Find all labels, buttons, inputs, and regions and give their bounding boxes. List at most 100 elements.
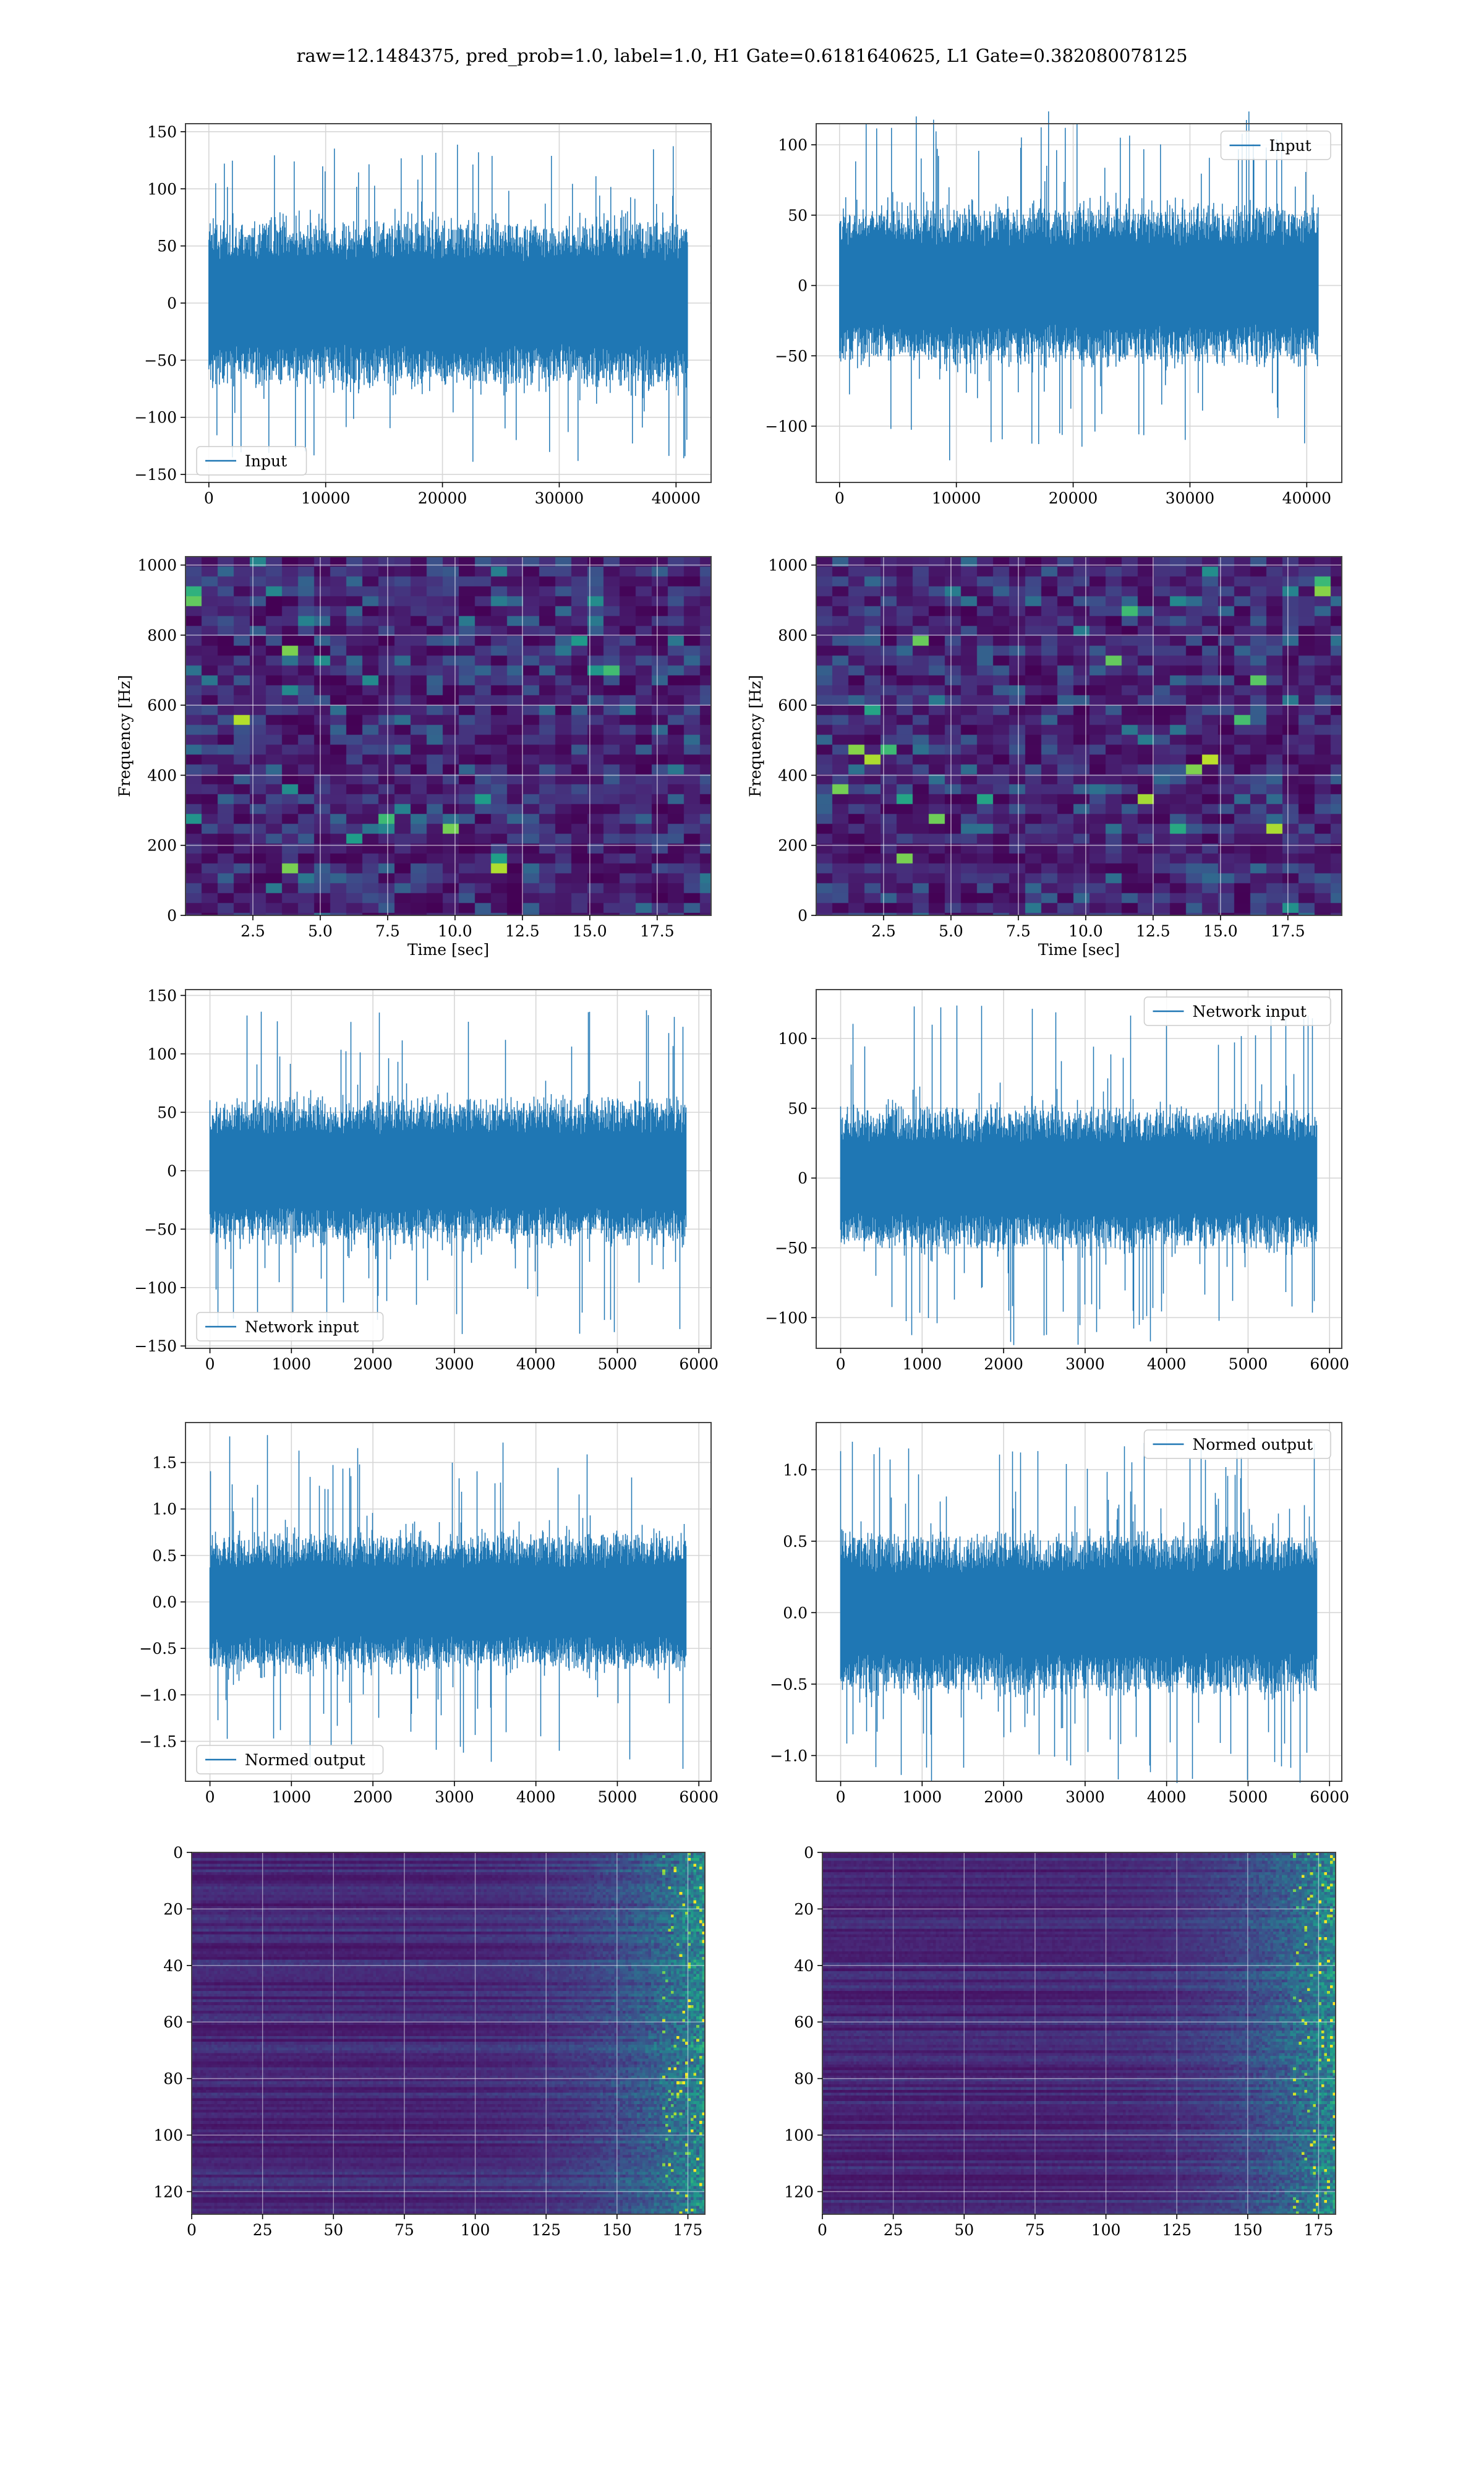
y-tick-label: 1.0 <box>152 1500 177 1518</box>
y-tick-label: 600 <box>778 696 808 714</box>
chart-feat-l: 0 25 50 75 100 125 150 175 0 20 40 60 80 100 120 <box>784 1844 1336 2239</box>
y-tick-label: 100 <box>147 180 177 198</box>
x-tick-label: 50 <box>323 2221 343 2239</box>
y-tick-label: 0.5 <box>152 1547 177 1565</box>
y-tick-label: 0 <box>173 1844 183 1862</box>
y-tick-label: −0.5 <box>139 1640 177 1658</box>
x-tick-label: 3000 <box>1065 1355 1105 1373</box>
plot-frame <box>816 123 1342 483</box>
y-tick-label: −100 <box>134 409 177 427</box>
x-tick-label: 6000 <box>679 1788 719 1806</box>
x-tick-label: 100 <box>1091 2221 1121 2239</box>
x-tick-label: 1000 <box>903 1788 942 1806</box>
chart-net-l: 0 1000 2000 3000 4000 5000 6000 100 50 0 −50 −100 Ne… <box>765 989 1349 1373</box>
legend-label: Network input <box>245 1318 359 1336</box>
y-tick-label: 40 <box>794 1957 814 1975</box>
legend: Normed output <box>196 1745 384 1774</box>
y-tick-label: 0.0 <box>783 1604 808 1622</box>
x-tick-label: 0 <box>205 1355 215 1373</box>
x-tick-label: 75 <box>1025 2221 1045 2239</box>
x-tick-label: 5000 <box>1229 1355 1268 1373</box>
x-tick-label: 15.0 <box>573 922 607 940</box>
x-tick-label: 6000 <box>1310 1355 1349 1373</box>
y-tick-label: 0 <box>798 907 808 925</box>
legend-box <box>196 1312 384 1342</box>
y-tick-label: 150 <box>147 123 177 141</box>
legend: Input <box>1220 131 1331 160</box>
y-tick-label: 1000 <box>137 557 177 575</box>
x-tick-label: 0 <box>204 489 214 507</box>
x-tick-label: 10.0 <box>438 922 472 940</box>
legend: Input <box>196 446 307 476</box>
x-tick-label: 75 <box>394 2221 414 2239</box>
x-tick-label: 10000 <box>301 489 351 507</box>
legend-box <box>1143 1429 1331 1459</box>
y-tick-label: 100 <box>784 2126 814 2144</box>
y-tick-label: 120 <box>784 2183 814 2201</box>
plot-frame <box>816 1422 1342 1782</box>
x-tick-label: 175 <box>673 2221 703 2239</box>
y-tick-label: 1000 <box>768 557 808 575</box>
x-tick-label: 4000 <box>1147 1788 1187 1806</box>
y-tick-label: −50 <box>775 347 808 365</box>
x-tick-label: 3000 <box>435 1355 474 1373</box>
legend-box <box>1143 996 1331 1026</box>
y-tick-label: 800 <box>778 627 808 644</box>
y-tick-label: 600 <box>147 696 177 714</box>
y-tick-label: 100 <box>153 2126 183 2144</box>
x-tick-label: 20000 <box>1049 489 1098 507</box>
y-tick-label: 20 <box>163 1900 183 1918</box>
x-tick-label: 4000 <box>1147 1355 1187 1373</box>
y-tick-label: −100 <box>765 417 808 435</box>
y-tick-label: 1.5 <box>152 1454 177 1472</box>
y-tick-label: −150 <box>134 1337 177 1355</box>
x-tick-label: 5.0 <box>308 922 333 940</box>
legend-label: Normed output <box>245 1751 365 1769</box>
y-tick-label: 60 <box>163 2013 183 2031</box>
y-tick-label: 400 <box>147 766 177 784</box>
x-tick-label: 2000 <box>984 1355 1023 1373</box>
plot-frame <box>185 556 712 916</box>
y-tick-label: 200 <box>147 837 177 855</box>
legend: Network input <box>196 1312 384 1342</box>
legend-label: Network input <box>1193 1003 1307 1021</box>
y-tick-label: 0 <box>798 277 808 295</box>
y-tick-label: 200 <box>778 837 808 855</box>
y-tick-label: 100 <box>147 1045 177 1063</box>
x-tick-label: 4000 <box>516 1788 556 1806</box>
plot-frame <box>816 989 1342 1349</box>
y-tick-label: 0 <box>804 1844 814 1862</box>
figure-title: raw=12.1484375, pred_prob=1.0, label=1.0… <box>296 45 1187 67</box>
x-tick-label: 100 <box>461 2221 490 2239</box>
x-tick-label: 6000 <box>679 1355 719 1373</box>
x-tick-label: 6000 <box>1310 1788 1349 1806</box>
x-tick-label: 2.5 <box>871 922 896 940</box>
x-tick-label: 12.5 <box>1136 922 1171 940</box>
feature-map-image <box>822 1852 1336 2214</box>
x-tick-label: 0 <box>836 1788 846 1806</box>
x-tick-label: 40000 <box>652 489 701 507</box>
y-tick-label: 0 <box>167 294 177 312</box>
x-tick-label: 7.5 <box>375 922 400 940</box>
series-line <box>839 111 1319 461</box>
y-tick-label: 20 <box>794 1900 814 1918</box>
series-line <box>209 1435 687 1769</box>
x-tick-label: 2000 <box>984 1788 1023 1806</box>
x-tick-label: 25 <box>884 2221 903 2239</box>
legend-label: Normed output <box>1193 1436 1313 1453</box>
legend-box <box>196 1745 384 1774</box>
x-axis-label: Time [sec] <box>407 941 489 959</box>
y-tick-label: 40 <box>163 1957 183 1975</box>
y-tick-label: 50 <box>788 207 808 225</box>
x-tick-label: 125 <box>531 2221 561 2239</box>
x-tick-label: 0 <box>836 1355 846 1373</box>
x-tick-label: 5000 <box>598 1788 638 1806</box>
x-tick-label: 5000 <box>598 1355 638 1373</box>
feature-map-image <box>192 1852 705 2214</box>
series-line <box>840 1005 1318 1345</box>
x-tick-label: 17.5 <box>1271 922 1305 940</box>
y-tick-label: 100 <box>778 1030 808 1048</box>
x-tick-label: 20000 <box>418 489 467 507</box>
y-axis-label: Frequency [Hz] <box>746 675 764 797</box>
